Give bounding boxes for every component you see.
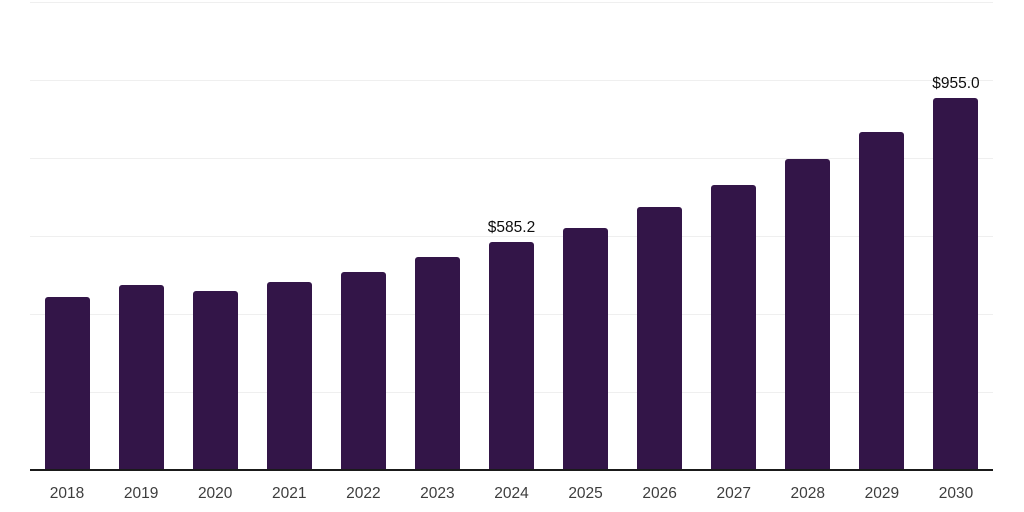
bar	[118, 285, 164, 470]
bar-value-label: $585.2	[487, 218, 536, 236]
bar	[711, 185, 757, 470]
x-axis-line	[30, 469, 993, 471]
bar	[859, 131, 905, 470]
bar	[44, 297, 90, 470]
x-tick-label: 2023	[420, 485, 455, 502]
gridline	[30, 80, 993, 81]
bar	[266, 282, 312, 470]
x-tick-label: 2020	[197, 485, 233, 502]
bar	[933, 97, 979, 470]
bar	[414, 256, 460, 470]
x-tick-label: 2024	[494, 485, 529, 502]
bar	[785, 159, 831, 470]
x-tick-label: 2027	[716, 485, 751, 502]
x-tick-label: 2018	[49, 485, 85, 502]
bar	[637, 207, 683, 470]
x-tick-label: 2025	[568, 485, 603, 502]
bar	[563, 227, 609, 470]
x-tick-label: 2019	[123, 485, 159, 502]
bar	[340, 271, 386, 470]
x-tick-label: 2028	[790, 485, 826, 502]
bar	[192, 291, 238, 470]
gridline	[30, 158, 993, 159]
bar	[489, 241, 534, 470]
bar-value-label: $955.0	[932, 74, 980, 92]
x-tick-label: 2030	[938, 485, 974, 502]
x-tick-label: 2026	[642, 485, 677, 502]
x-tick-label: 2029	[864, 485, 900, 502]
gridline	[30, 2, 993, 3]
x-tick-label: 2022	[346, 485, 381, 502]
x-tick-label: 2021	[272, 485, 307, 502]
